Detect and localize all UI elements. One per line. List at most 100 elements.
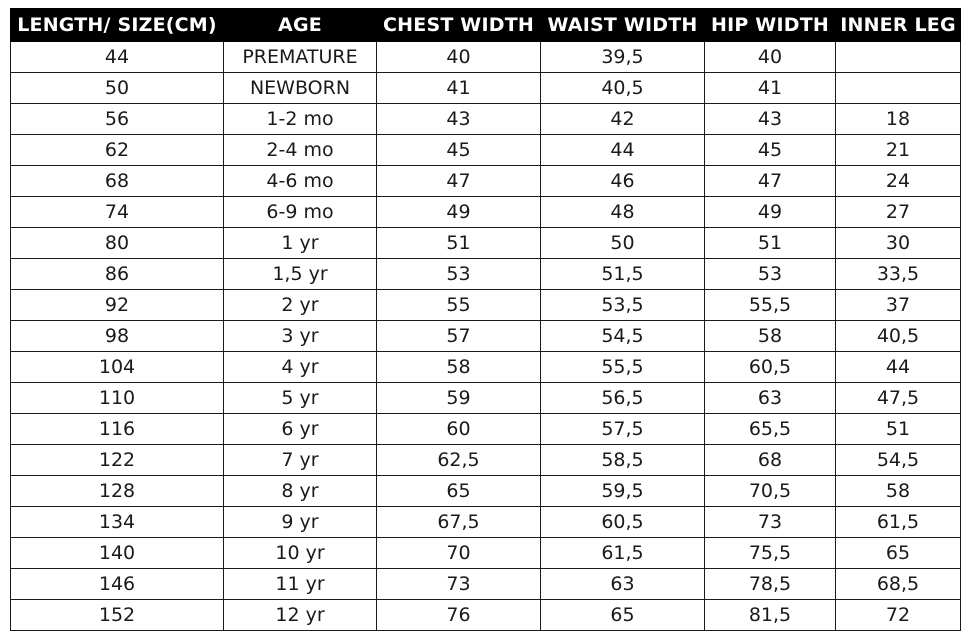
cell-length-size: 134	[10, 506, 224, 538]
cell-age: 6-9 mo	[223, 196, 377, 228]
cell-chest-width: 58	[376, 351, 541, 383]
table-row: 86 1,5 yr 53 51,5 53 33,5	[10, 258, 961, 290]
table-row: 152 12 yr 76 65 81,5 72	[10, 599, 961, 631]
table-row: 62 2-4 mo 45 44 45 21	[10, 134, 961, 166]
table-row: 50 NEWBORN 41 40,5 41	[10, 72, 961, 104]
cell-length-size: 128	[10, 475, 224, 507]
cell-waist-width: 51,5	[540, 258, 705, 290]
table-row: 98 3 yr 57 54,5 58 40,5	[10, 320, 961, 352]
table-row: 110 5 yr 59 56,5 63 47,5	[10, 382, 961, 414]
cell-length-size: 152	[10, 599, 224, 631]
cell-inner-leg: 68,5	[835, 568, 961, 600]
cell-waist-width: 60,5	[540, 506, 705, 538]
table-row: 74 6-9 mo 49 48 49 27	[10, 196, 961, 228]
cell-length-size: 104	[10, 351, 224, 383]
cell-inner-leg: 58	[835, 475, 961, 507]
table-row: 56 1-2 mo 43 42 43 18	[10, 103, 961, 135]
header-waist-width: WAIST WIDTH	[540, 8, 705, 42]
cell-inner-leg: 72	[835, 599, 961, 631]
cell-chest-width: 55	[376, 289, 541, 321]
cell-inner-leg: 18	[835, 103, 961, 135]
cell-waist-width: 61,5	[540, 537, 705, 569]
cell-age: 12 yr	[223, 599, 377, 631]
header-inner-leg: INNER LEG	[835, 8, 961, 42]
cell-hip-width: 51	[704, 227, 836, 259]
table-row: 134 9 yr 67,5 60,5 73 61,5	[10, 506, 961, 538]
cell-hip-width: 43	[704, 103, 836, 135]
cell-waist-width: 54,5	[540, 320, 705, 352]
cell-hip-width: 75,5	[704, 537, 836, 569]
table-row: 116 6 yr 60 57,5 65,5 51	[10, 413, 961, 445]
cell-length-size: 74	[10, 196, 224, 228]
cell-hip-width: 47	[704, 165, 836, 197]
cell-length-size: 140	[10, 537, 224, 569]
cell-waist-width: 46	[540, 165, 705, 197]
cell-hip-width: 73	[704, 506, 836, 538]
cell-waist-width: 63	[540, 568, 705, 600]
cell-age: 1,5 yr	[223, 258, 377, 290]
cell-hip-width: 55,5	[704, 289, 836, 321]
cell-chest-width: 67,5	[376, 506, 541, 538]
cell-chest-width: 40	[376, 41, 541, 73]
cell-inner-leg: 47,5	[835, 382, 961, 414]
cell-length-size: 44	[10, 41, 224, 73]
cell-chest-width: 53	[376, 258, 541, 290]
size-chart-container: LENGTH/ SIZE(CM) AGE CHEST WIDTH WAIST W…	[10, 8, 961, 631]
cell-waist-width: 57,5	[540, 413, 705, 445]
cell-length-size: 80	[10, 227, 224, 259]
table-row: 122 7 yr 62,5 58,5 68 54,5	[10, 444, 961, 476]
cell-chest-width: 57	[376, 320, 541, 352]
table-body: 44 PREMATURE 40 39,5 40 50 NEWBORN 41 40,5 41 56 1-…	[10, 41, 961, 631]
cell-hip-width: 65,5	[704, 413, 836, 445]
cell-age: 8 yr	[223, 475, 377, 507]
cell-chest-width: 60	[376, 413, 541, 445]
cell-age: 11 yr	[223, 568, 377, 600]
cell-waist-width: 42	[540, 103, 705, 135]
cell-hip-width: 68	[704, 444, 836, 476]
cell-chest-width: 43	[376, 103, 541, 135]
cell-inner-leg	[835, 41, 961, 73]
cell-inner-leg: 54,5	[835, 444, 961, 476]
cell-hip-width: 58	[704, 320, 836, 352]
cell-age: 2-4 mo	[223, 134, 377, 166]
cell-inner-leg: 44	[835, 351, 961, 383]
cell-hip-width: 63	[704, 382, 836, 414]
cell-length-size: 92	[10, 289, 224, 321]
cell-chest-width: 41	[376, 72, 541, 104]
cell-inner-leg: 61,5	[835, 506, 961, 538]
cell-hip-width: 70,5	[704, 475, 836, 507]
table-row: 80 1 yr 51 50 51 30	[10, 227, 961, 259]
table-row: 146 11 yr 73 63 78,5 68,5	[10, 568, 961, 600]
cell-inner-leg: 65	[835, 537, 961, 569]
cell-chest-width: 51	[376, 227, 541, 259]
cell-chest-width: 73	[376, 568, 541, 600]
table-row: 92 2 yr 55 53,5 55,5 37	[10, 289, 961, 321]
cell-inner-leg: 30	[835, 227, 961, 259]
cell-waist-width: 56,5	[540, 382, 705, 414]
header-hip-width: HIP WIDTH	[704, 8, 836, 42]
cell-length-size: 86	[10, 258, 224, 290]
cell-age: 6 yr	[223, 413, 377, 445]
cell-chest-width: 70	[376, 537, 541, 569]
cell-length-size: 122	[10, 444, 224, 476]
cell-length-size: 110	[10, 382, 224, 414]
table-header: LENGTH/ SIZE(CM) AGE CHEST WIDTH WAIST W…	[10, 8, 961, 42]
cell-age: PREMATURE	[223, 41, 377, 73]
cell-inner-leg: 21	[835, 134, 961, 166]
cell-length-size: 56	[10, 103, 224, 135]
table-row: 44 PREMATURE 40 39,5 40	[10, 41, 961, 73]
header-age: AGE	[223, 8, 377, 42]
header-row: LENGTH/ SIZE(CM) AGE CHEST WIDTH WAIST W…	[10, 8, 961, 42]
cell-age: 10 yr	[223, 537, 377, 569]
cell-hip-width: 53	[704, 258, 836, 290]
cell-hip-width: 40	[704, 41, 836, 73]
cell-chest-width: 47	[376, 165, 541, 197]
table-row: 104 4 yr 58 55,5 60,5 44	[10, 351, 961, 383]
cell-age: 7 yr	[223, 444, 377, 476]
cell-hip-width: 45	[704, 134, 836, 166]
cell-waist-width: 48	[540, 196, 705, 228]
cell-inner-leg	[835, 72, 961, 104]
cell-length-size: 68	[10, 165, 224, 197]
header-length-size: LENGTH/ SIZE(CM)	[10, 8, 224, 42]
cell-waist-width: 50	[540, 227, 705, 259]
